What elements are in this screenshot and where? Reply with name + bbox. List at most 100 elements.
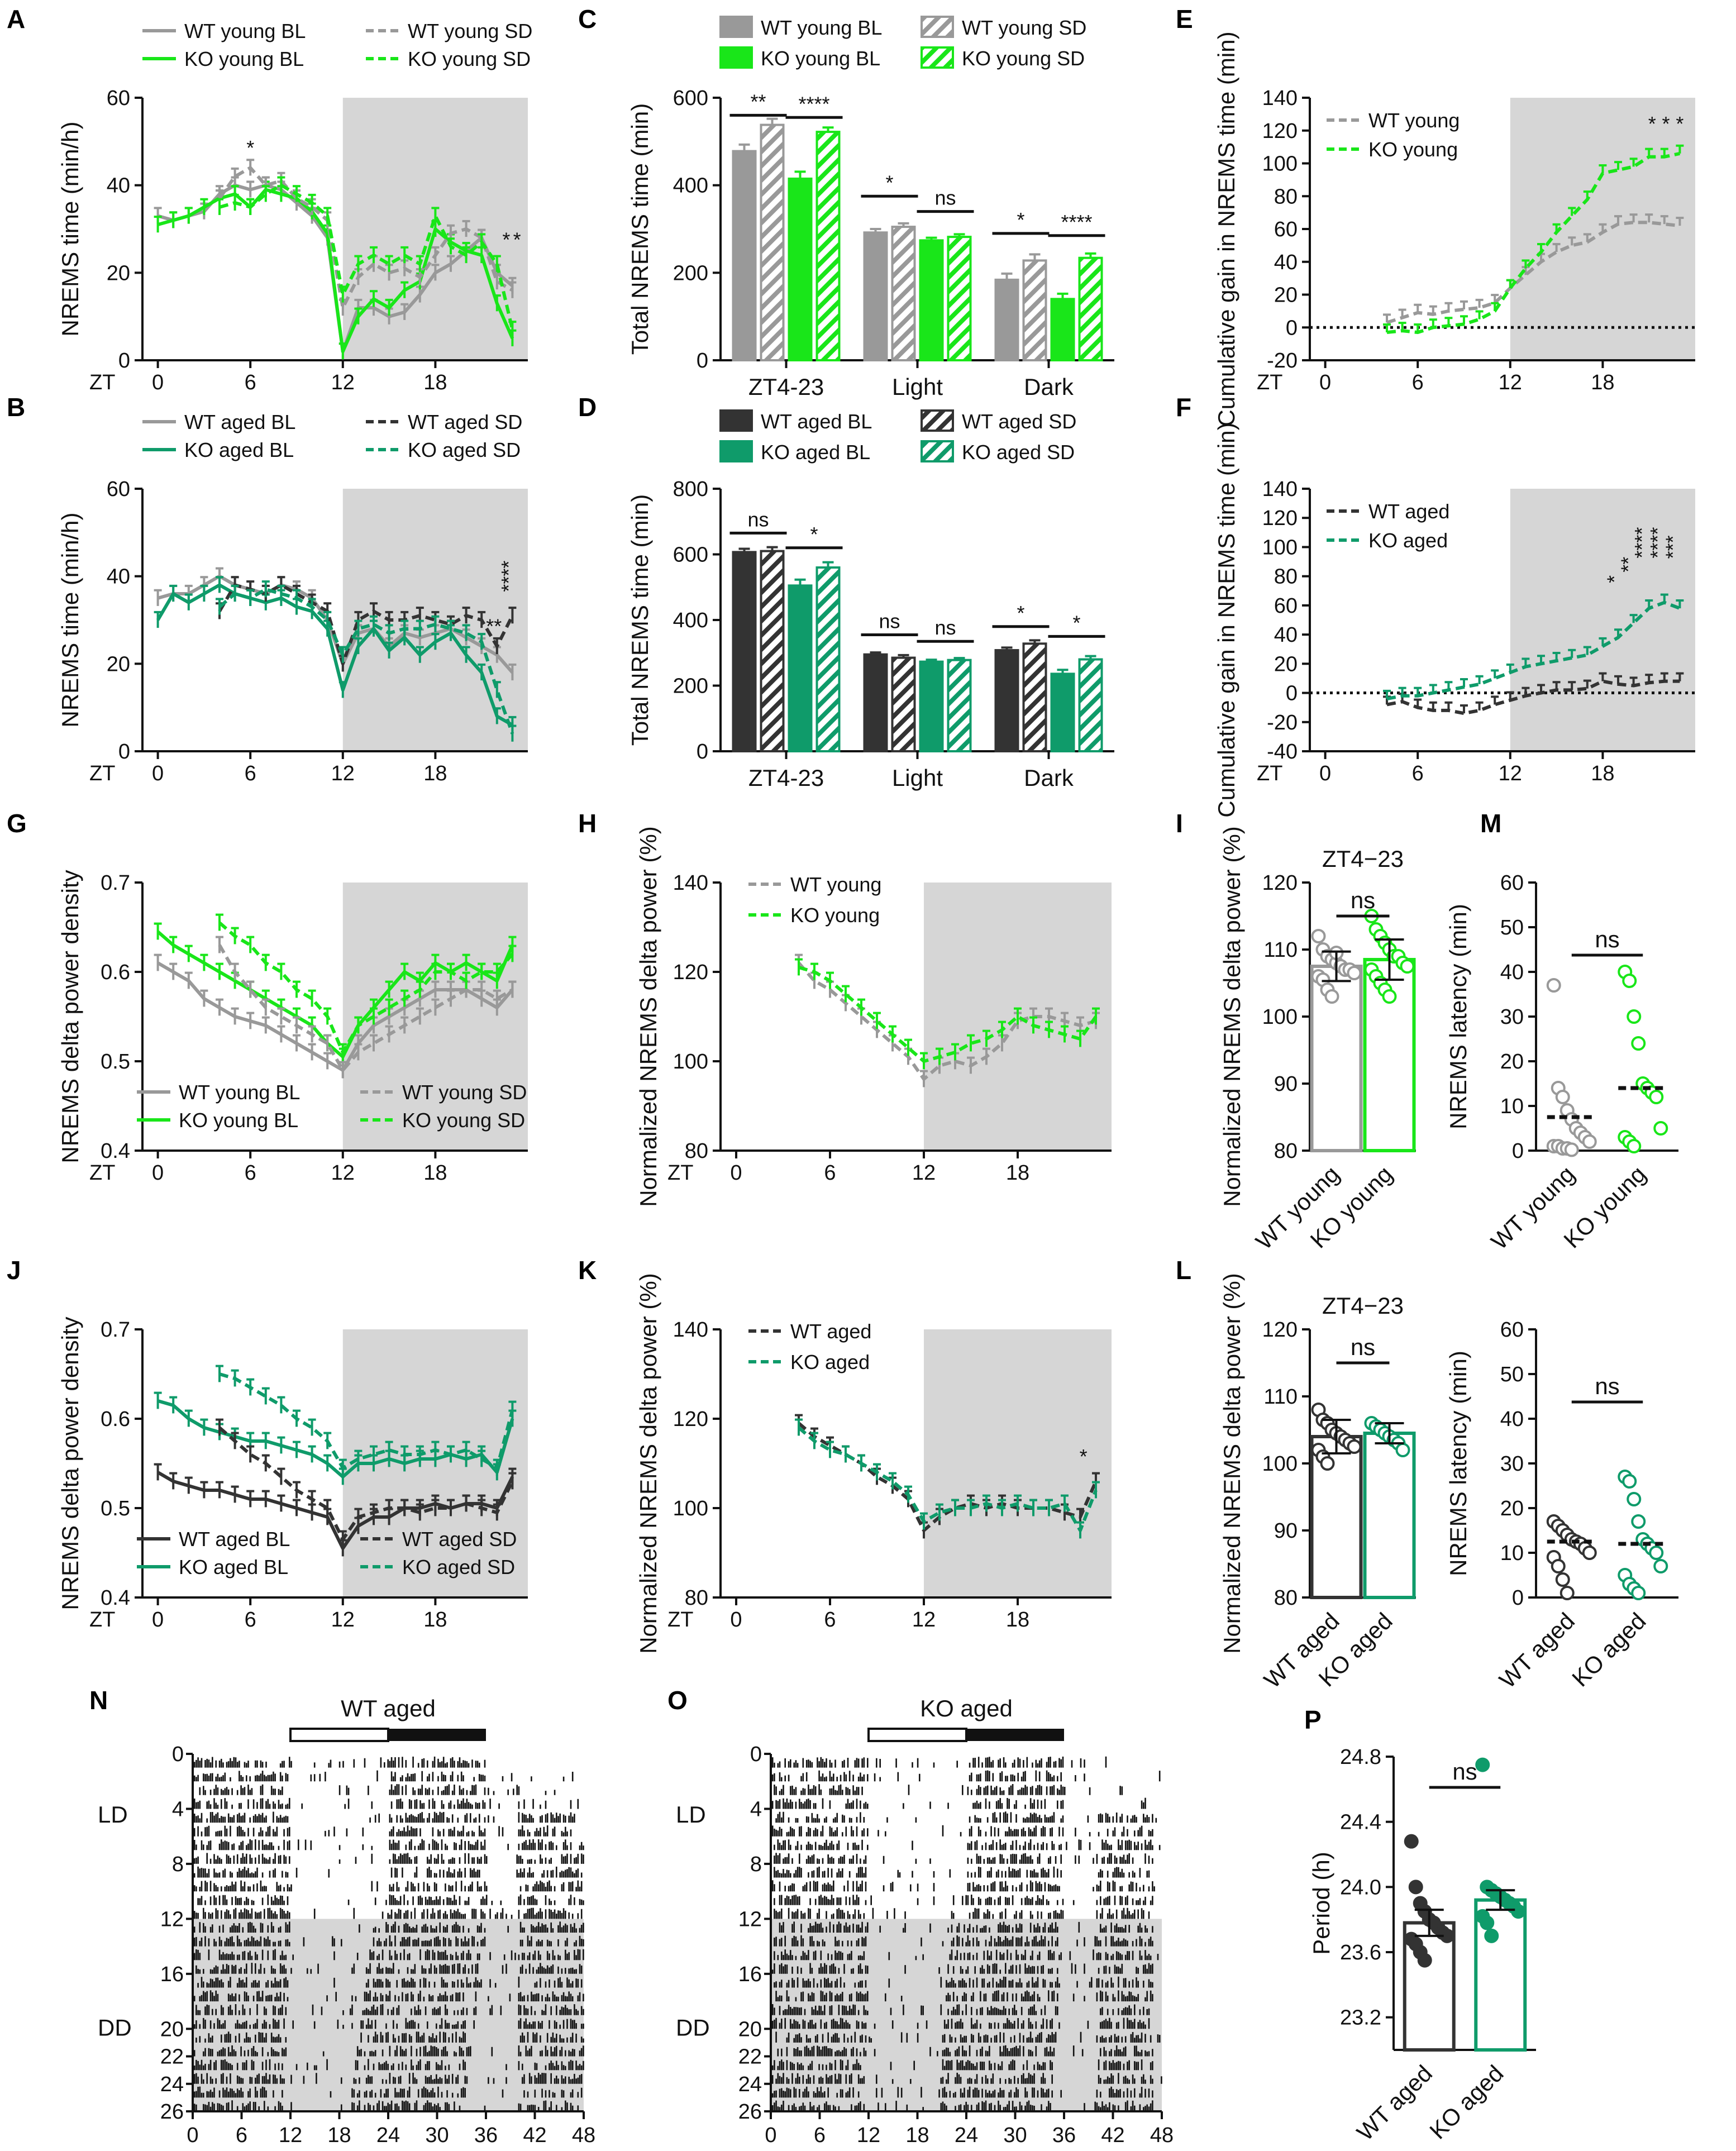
activity-row [193,1770,574,1782]
y-tick-label: 60 [107,478,130,501]
y-tick-label: 40 [1274,623,1298,647]
panel-title: KO aged [920,1695,1013,1721]
legend-swatch [719,46,753,69]
activity-row [192,1784,556,1795]
data-point [1582,1546,1597,1560]
panel-F: -40 -20 0 20 40 60 80 100 120 140 0 6 12 18 ZT Cumulati… [1213,422,1695,818]
x-tick-label: 36 [474,2124,498,2147]
legend-swatch [719,409,753,432]
y-tick-label: 80 [685,1139,708,1163]
light-phase-bar [289,1728,389,1742]
legend-entry: WT young SD [962,16,1086,39]
legend-entry: WT aged SD [408,411,522,433]
y-tick-label: 800 [673,478,708,501]
dark-phase-bar [388,1729,486,1741]
y-tick-label: 4 [750,1797,762,1821]
legend-swatch [921,16,954,38]
activity-row [192,1907,583,1919]
data-point [1484,1928,1499,1943]
y-tick-label: 40 [107,174,130,198]
x-tick-label: 0 [152,371,164,394]
bar [919,660,944,753]
data-point [1324,989,1339,1004]
y-tick-label: 60 [1500,871,1524,895]
legend-entry: WT aged [1368,500,1449,523]
data-point [1622,974,1637,988]
legend-entry: KO young [790,904,880,927]
series-line [218,921,514,1054]
data-point [1653,1559,1668,1573]
y-tick-label: 0.6 [101,961,130,984]
y-tick-label: 60 [107,87,130,110]
x-tick-label: 0 [765,2124,776,2147]
legend-entry: KO aged [1368,529,1448,552]
y-tick-label: 100 [1262,1005,1298,1029]
series-line [219,1372,514,1470]
y-tick-label: 22 [160,2045,184,2069]
bar [788,177,813,361]
x-tick-label: 18 [1006,1161,1029,1185]
bar [919,239,944,361]
x-tick-label: 0 [1319,371,1331,394]
significance-label: * [1017,208,1024,231]
x-tick-label: 6 [245,762,256,785]
y-tick-label: 8 [750,1853,762,1876]
series-line [218,583,514,666]
series-line [218,944,513,1072]
bar [788,584,813,752]
bar [863,653,888,752]
significance-label: ns [747,508,769,531]
activity-row [192,1839,584,1850]
significance-label: ns [1595,1373,1619,1399]
activity-row [192,1866,583,1878]
x-tick-label: 12 [331,1608,355,1632]
y-tick-label: 26 [738,2100,762,2124]
significance-mark: ** [1616,557,1639,573]
legend-entry: WT aged SD [402,1528,517,1551]
panel-letter: I [1176,809,1183,838]
legend-entry: WT aged BL [179,1528,290,1551]
y-tick-label: 400 [673,174,708,198]
x-tick-label: 12 [279,2124,302,2147]
series-line [797,962,1096,1081]
significance-label: ns [1351,1334,1375,1360]
activity-row [771,1756,1107,1768]
significance-mark: * [513,228,521,251]
series-line [218,1426,514,1541]
series-line [1386,679,1680,716]
y-tick-label: 60 [1274,218,1298,241]
x-tick-label: 0 [730,1608,742,1632]
panel-letter: F [1176,393,1191,422]
y-tick-label: -20 [1267,349,1298,373]
bar [947,659,972,753]
legend-entry: WT young [790,873,881,896]
data-point [1631,1514,1646,1529]
activity-row [775,2031,1161,2043]
x-axis-label: ZT [89,762,115,785]
activity-row [192,1797,579,1809]
panel-letter: A [7,4,25,34]
y-tick-label: 140 [1262,478,1298,501]
x-tick-label: 12 [331,371,355,394]
y-axis-label: Total NREMS time (min) [627,494,653,746]
x-tick-label: 24 [376,2124,400,2147]
y-tick-label: 80 [1274,1139,1298,1163]
panel-letter: G [7,809,27,838]
y-tick-label: 0 [1512,1139,1524,1163]
data-point [1559,1586,1575,1600]
y-axis-label: NREMS delta power density [57,1317,83,1610]
y-tick-label: 20 [1274,652,1298,676]
significance-label: ns [1351,887,1375,913]
x-axis-label: ZT [89,1161,115,1185]
panel-title: ZT4−23 [1322,846,1404,872]
legend-swatch [921,409,954,432]
bar [947,236,972,361]
y-tick-label: 12 [160,1907,184,1931]
activity-row [774,1853,1153,1864]
x-tick-label: 18 [1591,762,1614,785]
y-tick-label: 30 [1500,1005,1524,1029]
x-axis-label: ZT [1257,371,1282,394]
activity-row [192,1756,486,1768]
category-label: Dark [1024,374,1074,400]
panel-L2: 0 10 20 30 40 50 60 NREMS latency (min) WT agedK… [1445,1318,1678,1693]
